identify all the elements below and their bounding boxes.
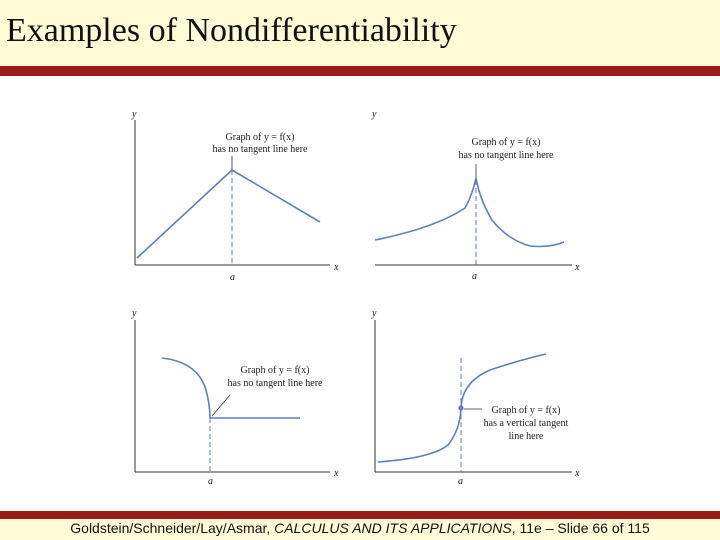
footer-band	[0, 519, 720, 540]
caption-line-1: Graph of y = f(x)	[472, 137, 541, 148]
top-divider	[0, 66, 720, 76]
panel-endpoint: y x Graph of y = f(x) has no tangent lin…	[131, 308, 339, 487]
a-label: a	[458, 476, 463, 487]
footer-slide-number: , 11e – Slide 66 of 115	[511, 520, 650, 536]
caption-line-1: Graph of y = f(x)	[492, 405, 561, 416]
curve-corner	[136, 169, 321, 259]
curve-cusp	[374, 177, 565, 248]
panel-corner: y x Graph of y = f(x) has no tangent lin…	[131, 109, 339, 283]
x-axis-label: x	[574, 262, 580, 273]
footer-authors: Goldstein/Schneider/Lay/Asmar,	[70, 520, 275, 536]
caption-line-1: Graph of y = f(x)	[226, 132, 295, 143]
slide-title: Examples of Nondifferentiability	[6, 12, 457, 49]
caption-line-3: line here	[509, 431, 544, 442]
caption-pointer	[211, 394, 231, 417]
slide-footer: Goldstein/Schneider/Lay/Asmar, CALCULUS …	[0, 520, 720, 536]
nondifferentiability-figure: y x Graph of y = f(x) has no tangent lin…	[120, 100, 595, 495]
panel-vertical-tangent: y x Graph of y = f(x) has a vertical tan…	[371, 308, 580, 487]
tangent-point	[458, 405, 464, 411]
y-axis-label: y	[371, 308, 377, 319]
panel-cusp: y x Graph of y = f(x) has no tangent lin…	[371, 109, 580, 282]
footer-book-title: CALCULUS AND ITS APPLICATIONS	[274, 520, 512, 536]
caption-line-2: has no tangent line here	[228, 378, 324, 389]
y-axis-label: y	[131, 109, 137, 120]
caption-line-2: has no tangent line here	[213, 144, 309, 155]
x-axis-label: x	[333, 262, 339, 273]
curve-arc	[161, 357, 211, 419]
caption-line-1: Graph of y = f(x)	[241, 365, 310, 376]
figure-svg: y x Graph of y = f(x) has no tangent lin…	[131, 109, 580, 487]
a-label: a	[208, 476, 213, 487]
a-label: a	[472, 271, 477, 282]
caption-line-2: has no tangent line here	[459, 150, 555, 161]
caption-line-2: has a vertical tangent	[484, 418, 569, 429]
y-axis-label: y	[131, 308, 137, 319]
x-axis-label: x	[333, 468, 339, 479]
x-axis-label: x	[574, 468, 580, 479]
y-axis-label: y	[371, 109, 377, 120]
bottom-divider	[0, 511, 720, 519]
a-label: a	[230, 272, 235, 283]
title-band	[0, 0, 720, 66]
